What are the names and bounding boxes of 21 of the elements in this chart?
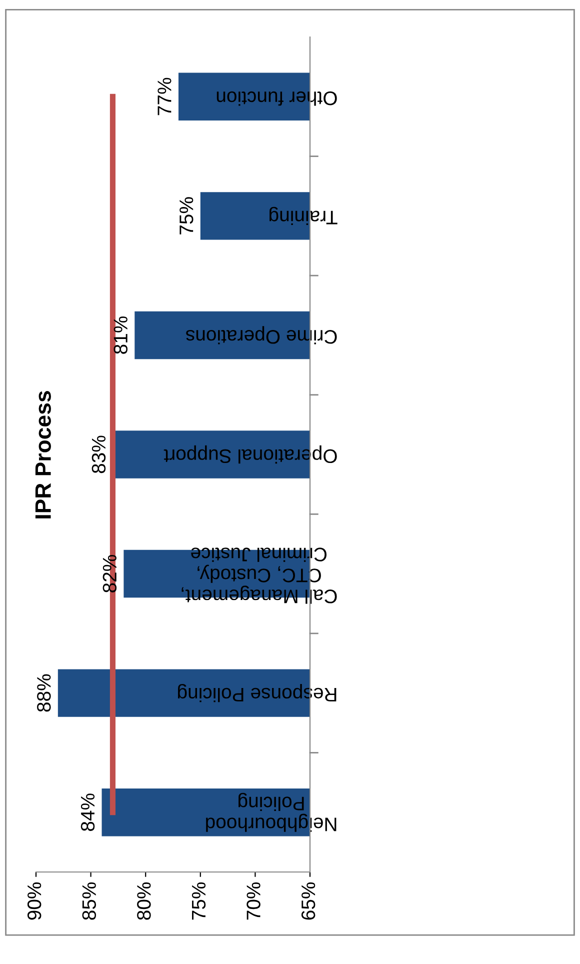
y-tick-label: Training	[270, 206, 338, 225]
data-label: 88%	[37, 674, 51, 712]
y-tick-label: Operational Support	[164, 445, 337, 464]
x-tick-label: 65%	[301, 882, 316, 920]
y-tick-label: Response Policing	[178, 684, 336, 702]
data-label: 83%	[92, 436, 106, 474]
y-tick-label: Other function	[216, 91, 337, 106]
x-tick-label: 70%	[246, 882, 260, 920]
text: IPR Process	[35, 391, 51, 518]
y-tick-label: Neighbourhood Policing	[206, 792, 336, 832]
data-label: 77%	[158, 78, 172, 116]
x-tick-label: 85%	[82, 882, 96, 920]
data-label: 84%	[80, 794, 95, 831]
data-label: 75%	[180, 197, 194, 234]
data-label: 81%	[114, 316, 128, 354]
data-label: 82%	[102, 555, 117, 592]
y-tick-label: Call Management, CTC, Custody, Criminal Justice	[182, 548, 337, 604]
y-tick-label: Crime Operations	[186, 326, 337, 344]
x-tick-label: 75%	[192, 882, 206, 920]
x-tick-label: 90%	[27, 882, 42, 920]
x-tick-label: 80%	[137, 882, 151, 920]
